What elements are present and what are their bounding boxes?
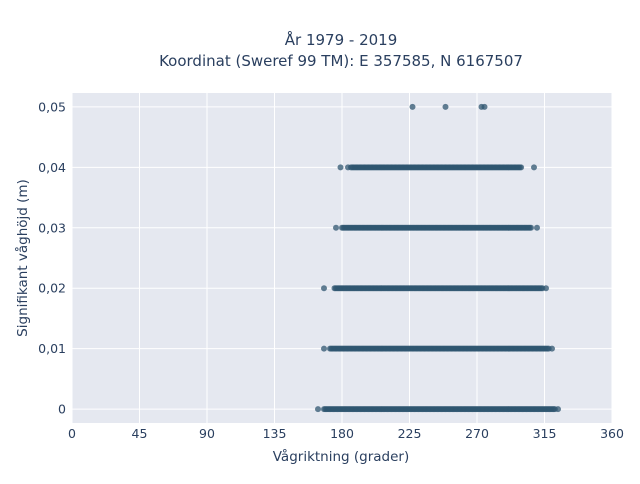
x-tick-label: 90 <box>199 426 215 441</box>
data-point <box>321 345 327 352</box>
data-point <box>409 103 416 110</box>
data-point <box>481 103 488 110</box>
data-point <box>543 285 549 292</box>
x-tick-label: 0 <box>68 426 76 441</box>
x-tick-label: 270 <box>465 426 489 441</box>
x-tick-label: 135 <box>263 426 287 441</box>
y-tick-label: 0,01 <box>38 341 66 356</box>
data-point <box>321 285 327 292</box>
data-point <box>337 164 344 171</box>
chart-title-line-2: Koordinat (Sweref 99 TM): E 357585, N 61… <box>159 52 523 70</box>
y-axis-ticks: 0 0,01 0,02 0,03 0,04 0,05 <box>38 99 66 416</box>
data-point <box>442 103 449 110</box>
x-axis-ticks: 0 45 90 135 180 225 270 315 360 <box>68 426 624 441</box>
x-tick-label: 180 <box>330 426 354 441</box>
x-tick-label: 315 <box>533 426 557 441</box>
chart-title-line-1: År 1979 - 2019 <box>285 30 398 49</box>
data-points <box>315 103 561 413</box>
data-point <box>528 224 534 231</box>
data-point <box>531 164 537 171</box>
y-tick-label: 0,02 <box>38 281 66 296</box>
data-point <box>315 406 321 413</box>
y-tick-label: 0,05 <box>38 99 66 114</box>
x-axis-title: Vågriktning (grader) <box>273 448 410 465</box>
data-point <box>549 345 555 352</box>
y-tick-label: 0,03 <box>38 220 66 235</box>
x-tick-label: 225 <box>398 426 422 441</box>
x-tick-label: 360 <box>600 426 624 441</box>
data-point <box>518 164 525 171</box>
y-axis-title: Signifikant våghöjd (m) <box>14 179 31 337</box>
data-point <box>333 224 339 231</box>
y-tick-label: 0 <box>58 402 66 417</box>
data-point <box>345 164 351 171</box>
y-tick-label: 0,04 <box>38 160 66 175</box>
data-point <box>555 406 561 413</box>
data-point <box>534 224 540 231</box>
x-tick-label: 45 <box>132 426 148 441</box>
